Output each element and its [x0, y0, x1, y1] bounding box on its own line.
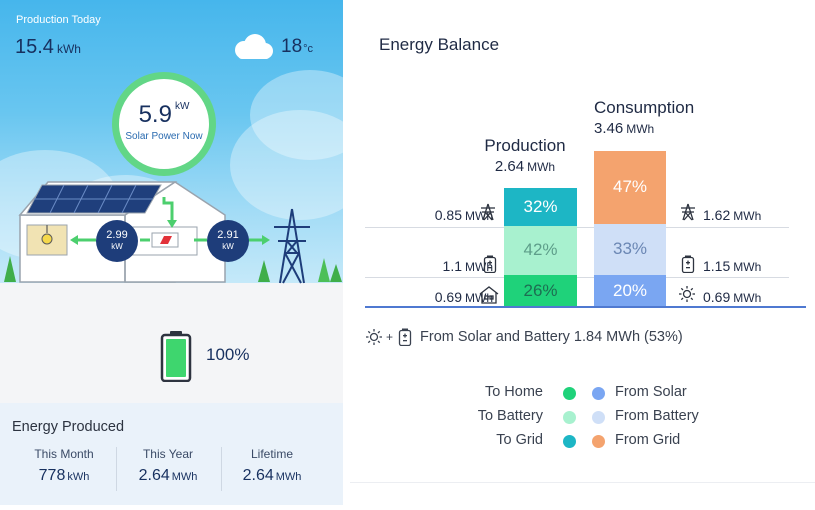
stat-lifetime[interactable]: Lifetime 2.64 MWh — [242, 447, 302, 484]
legend-dot-to-home — [563, 387, 576, 400]
stat-this-year[interactable]: This Year 2.64 MWh — [138, 447, 198, 484]
consumption-from-battery-value: 1.15 MWh — [703, 258, 762, 274]
legend-to-grid: To Grid — [496, 432, 543, 448]
energy-balance-title: Energy Balance — [379, 35, 500, 54]
energy-balance-panel: Energy Balance Production 2.64 MWh Consum… — [350, 0, 815, 510]
legend-dot-from-battery — [592, 411, 605, 424]
production-to-battery-bar[interactable]: 42% — [504, 225, 577, 276]
production-to-home-value: 0.69 MWh — [434, 289, 493, 305]
solar-power-now-gauge[interactable]: 5.9 kW Solar Power Now — [112, 72, 216, 176]
legend-dot-to-battery — [563, 411, 576, 424]
legend-from-solar: From Solar — [615, 384, 687, 400]
sun-icon — [366, 329, 382, 345]
solar-power-now-value: 5.9 — [138, 101, 172, 128]
stat-divider — [116, 447, 117, 491]
production-to-grid-bar[interactable]: 32% — [504, 187, 577, 226]
production-to-home-bar[interactable]: 26% — [504, 275, 577, 306]
background-cloud — [230, 110, 343, 220]
legend-to-home: To Home — [484, 384, 543, 400]
energy-produced-card: Energy Produced This Month 778 kWh This Y… — [0, 403, 343, 505]
production-header: Production 2.64 MWh — [484, 136, 566, 175]
row-divider — [365, 277, 789, 278]
production-today-label: Production Today — [16, 14, 101, 26]
battery-level-fill — [166, 339, 186, 377]
transmission-tower-icon — [681, 203, 695, 221]
stat-this-month[interactable]: This Month 778 kWh — [34, 447, 94, 484]
battery-percent: 100% — [206, 345, 250, 364]
legend-from-battery: From Battery — [615, 408, 699, 424]
legend-dot-from-grid — [592, 435, 605, 448]
consumption-from-grid-bar[interactable]: 47% — [594, 151, 666, 224]
row-divider — [365, 227, 789, 228]
background-cloud — [250, 70, 343, 160]
power-flow-arrows — [70, 197, 270, 245]
production-today-value: 15.4 kWh — [15, 36, 81, 58]
legend-from-grid: From Grid — [615, 432, 681, 448]
consumption-from-solar-value: 0.69 MWh — [703, 289, 762, 305]
transmission-tower-icon — [481, 203, 495, 221]
grid-export-badge[interactable]: 2.91 kW — [207, 220, 249, 262]
solar-panels-icon — [26, 184, 162, 214]
legend-dot-from-solar — [592, 387, 605, 400]
home-icon — [479, 286, 499, 304]
transmission-tower-icon — [274, 208, 310, 284]
consumption-from-battery-bar[interactable]: 33% — [594, 223, 666, 276]
overview-panel: Production Today 15.4 kWh 18°c — [0, 0, 343, 505]
plus-sign: + — [386, 330, 394, 344]
solar-and-battery-text: From Solar and Battery 1.84 MWh (53%) — [420, 329, 683, 345]
sky-background — [0, 0, 343, 283]
temperature: 18°c — [281, 36, 314, 57]
home-consumption-badge[interactable]: 2.99 kW — [96, 220, 138, 262]
stat-divider — [221, 447, 222, 491]
consumption-header: Consumption 3.46 MWh — [594, 98, 695, 137]
legend-to-battery: To Battery — [477, 408, 543, 424]
solar-and-battery-summary: + From Solar and Battery 1.84 MWh (53%) — [365, 327, 683, 347]
consumption-from-solar-bar[interactable]: 20% — [594, 275, 666, 306]
production-to-battery-value: 1.1 MWh — [442, 258, 493, 274]
battery-icon — [483, 255, 497, 273]
battery-icon[interactable] — [160, 330, 192, 382]
legend-dot-to-grid — [563, 435, 576, 448]
solar-power-now-label: Solar Power Now — [125, 131, 203, 142]
battery-icon — [681, 255, 695, 273]
battery-icon — [398, 328, 412, 346]
energy-produced-title: Energy Produced — [12, 419, 125, 435]
sun-icon — [679, 286, 695, 302]
chart-baseline — [365, 306, 806, 308]
bottom-divider — [350, 482, 815, 483]
cloud-icon — [235, 34, 273, 59]
consumption-from-grid-value: 1.62 MWh — [703, 207, 762, 223]
